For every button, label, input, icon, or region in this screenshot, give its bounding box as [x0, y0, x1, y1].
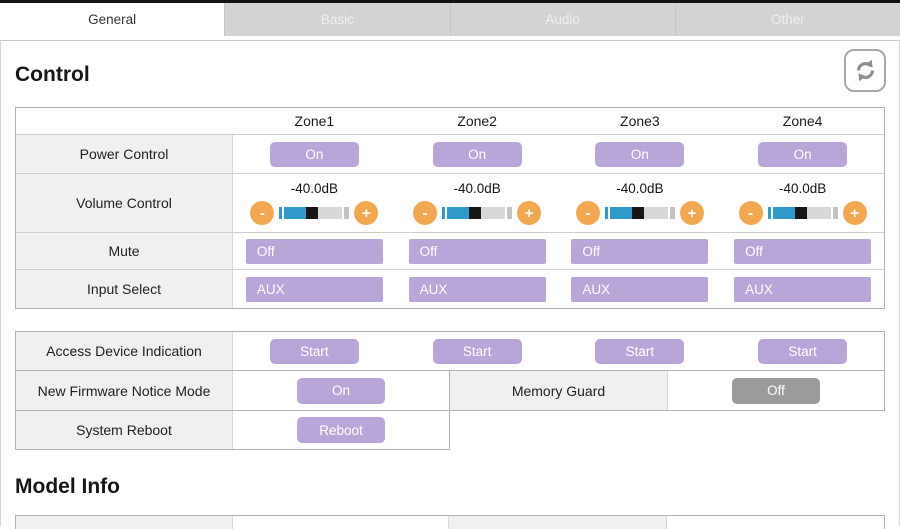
- access-device-label: Access Device Indication: [16, 332, 233, 370]
- volume-plus-button[interactable]: +: [679, 201, 704, 225]
- volume-plus-button[interactable]: +: [842, 201, 867, 225]
- power-toggle-zone3[interactable]: On: [595, 141, 685, 167]
- volume-track[interactable]: [279, 207, 350, 219]
- slider-fill: [284, 207, 307, 219]
- volume-value-zone3: -40.0dB: [616, 181, 664, 196]
- model-info-label-cell: [449, 516, 667, 529]
- model-info-value-cell: [233, 516, 449, 529]
- memory-guard-toggle[interactable]: Off: [732, 377, 820, 404]
- volume-plus-button[interactable]: +: [517, 201, 542, 225]
- firmware-notice-label: New Firmware Notice Mode: [16, 371, 233, 410]
- refresh-button[interactable]: [844, 49, 886, 92]
- volume-value-zone2: -40.0dB: [453, 181, 501, 196]
- slider-remainder: [481, 207, 506, 219]
- tab-audio[interactable]: Audio: [449, 3, 675, 36]
- volume-track[interactable]: [442, 207, 513, 219]
- volume-minus-button[interactable]: -: [413, 201, 438, 225]
- power-control-row: Power Control On On On On: [16, 134, 884, 173]
- access-start-zone4[interactable]: Start: [758, 338, 848, 364]
- slider-min-tick: [279, 207, 283, 219]
- power-toggle-zone1[interactable]: On: [269, 141, 359, 167]
- input-select-row: Input Select AUX AUX AUX AUX: [16, 269, 884, 308]
- slider-fill: [772, 207, 795, 219]
- access-start-zone2[interactable]: Start: [432, 338, 522, 364]
- slider-max-tick: [344, 207, 350, 219]
- slider-max-tick: [669, 207, 675, 219]
- model-info-section-title: Model Info: [15, 475, 120, 498]
- power-control-label: Power Control: [16, 135, 233, 173]
- top-black-strip: [0, 0, 900, 3]
- tab-basic[interactable]: Basic: [224, 3, 450, 36]
- volume-value-zone4: -40.0dB: [778, 181, 827, 196]
- slider-min-tick: [442, 207, 446, 219]
- refresh-icon: [852, 57, 879, 84]
- input-select-zone2[interactable]: AUX: [408, 276, 546, 302]
- slider-max-tick: [832, 207, 838, 219]
- model-info-table: [15, 515, 885, 529]
- slider-remainder: [643, 207, 668, 219]
- zone4-header: Zone4: [782, 113, 823, 129]
- power-toggle-zone4[interactable]: On: [758, 141, 848, 167]
- zone2-header: Zone2: [457, 113, 497, 129]
- tab-other[interactable]: Other: [674, 3, 900, 36]
- access-device-row: Access Device Indication Start Start Sta…: [15, 331, 885, 371]
- volume-slider-zone2: - +: [413, 201, 542, 225]
- system-reboot-row: System Reboot Reboot: [15, 411, 450, 450]
- device-settings-table: Access Device Indication Start Start Sta…: [15, 331, 885, 450]
- access-start-zone3[interactable]: Start: [595, 338, 685, 364]
- slider-thumb[interactable]: [469, 207, 482, 219]
- input-select-zone4[interactable]: AUX: [734, 276, 872, 302]
- slider-remainder: [318, 207, 343, 219]
- input-select-label: Input Select: [16, 270, 233, 308]
- volume-minus-button[interactable]: -: [250, 201, 275, 225]
- volume-plus-button[interactable]: +: [354, 201, 379, 225]
- slider-min-tick: [767, 207, 771, 219]
- mute-select-zone2[interactable]: Off: [408, 238, 546, 264]
- main-panel: Control Zone1 Zone2 Zone3 Zone4 Power Co…: [0, 40, 900, 529]
- control-table: Zone1 Zone2 Zone3 Zone4 Power Control On…: [15, 107, 885, 309]
- slider-thumb[interactable]: [794, 207, 807, 219]
- system-reboot-label: System Reboot: [16, 411, 233, 449]
- volume-value-zone1: -40.0dB: [290, 181, 339, 196]
- slider-min-tick: [604, 207, 608, 219]
- control-section-title: Control: [15, 63, 90, 86]
- slider-remainder: [806, 207, 831, 219]
- zone1-header: Zone1: [294, 113, 335, 129]
- memory-guard-label: Memory Guard: [450, 371, 668, 410]
- mute-label: Mute: [16, 233, 233, 269]
- access-start-zone1[interactable]: Start: [269, 338, 359, 364]
- firmware-memory-row: New Firmware Notice Mode On Memory Guard…: [15, 371, 885, 411]
- volume-track[interactable]: [767, 207, 838, 219]
- slider-fill: [447, 207, 470, 219]
- input-select-zone1[interactable]: AUX: [245, 276, 383, 302]
- model-info-label-cell: [16, 516, 233, 529]
- power-toggle-zone2[interactable]: On: [432, 141, 522, 167]
- volume-minus-button[interactable]: -: [738, 201, 763, 225]
- mute-select-zone4[interactable]: Off: [734, 238, 872, 264]
- mute-select-zone3[interactable]: Off: [571, 238, 709, 264]
- volume-track[interactable]: [604, 207, 675, 219]
- volume-control-label: Volume Control: [16, 174, 233, 232]
- zone-header-row: Zone1 Zone2 Zone3 Zone4: [16, 108, 884, 134]
- slider-thumb[interactable]: [306, 207, 319, 219]
- zone3-header: Zone3: [620, 113, 660, 129]
- header-spacer-cell: [16, 108, 233, 134]
- mute-row: Mute Off Off Off Off: [16, 232, 884, 269]
- mute-select-zone1[interactable]: Off: [245, 238, 383, 264]
- volume-control-row: Volume Control -40.0dB -: [16, 173, 884, 232]
- slider-fill: [609, 207, 632, 219]
- input-select-zone3[interactable]: AUX: [571, 276, 709, 302]
- volume-slider-zone4: - +: [738, 201, 867, 225]
- system-reboot-button[interactable]: Reboot: [297, 417, 385, 443]
- slider-thumb[interactable]: [631, 207, 644, 219]
- slider-max-tick: [507, 207, 513, 219]
- volume-slider-zone3: - +: [575, 201, 704, 225]
- volume-minus-button[interactable]: -: [575, 201, 600, 225]
- model-info-value-cell: [667, 516, 884, 529]
- tab-bar: General Basic Audio Other: [0, 3, 900, 36]
- volume-slider-zone1: - +: [250, 201, 379, 225]
- firmware-notice-toggle[interactable]: On: [297, 377, 385, 404]
- tab-general[interactable]: General: [0, 3, 225, 36]
